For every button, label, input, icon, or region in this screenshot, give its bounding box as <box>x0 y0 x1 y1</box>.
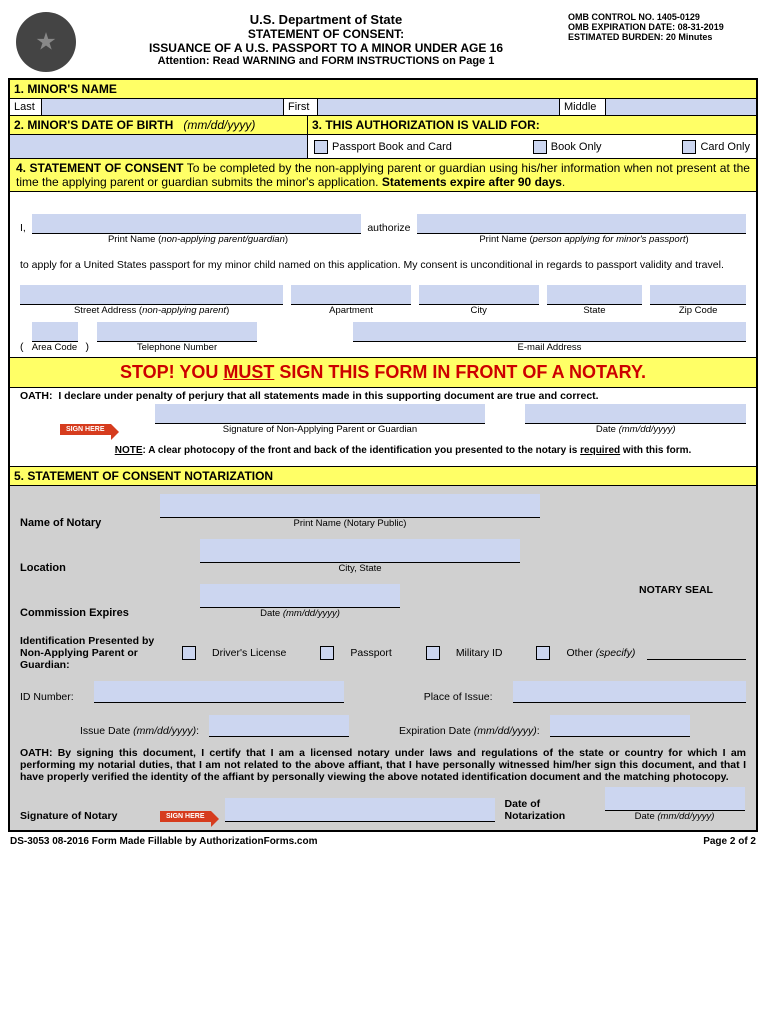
stop-banner: STOP! YOU MUST SIGN THIS FORM IN FRONT O… <box>10 357 756 388</box>
authorization-options: Passport Book and Card Book Only Card On… <box>308 135 756 159</box>
id-number-field[interactable] <box>94 681 344 703</box>
omb-control: OMB CONTROL NO. 1405-0129 <box>568 12 758 22</box>
section4-header: 4. STATEMENT OF CONSENT To be completed … <box>10 159 756 192</box>
date-notarization-label: Date of Notarization <box>505 798 595 822</box>
id-number-label: ID Number: <box>20 691 74 703</box>
id-presented-label: Identification Presented by Non-Applying… <box>20 635 170 671</box>
notary-signature-field[interactable] <box>225 798 495 822</box>
card-only-label: Card Only <box>700 141 750 153</box>
omb-expiration: OMB EXPIRATION DATE: 08-31-2019 <box>568 22 758 32</box>
card-only-checkbox[interactable] <box>682 140 696 154</box>
middle-label: Middle <box>560 99 606 116</box>
notary-seal-area: NOTARY SEAL <box>606 494 746 629</box>
exp-date-field[interactable] <box>550 715 690 737</box>
state-field[interactable] <box>547 285 643 305</box>
note-line: NOTE: A clear photocopy of the front and… <box>60 445 746 456</box>
military-checkbox[interactable] <box>426 646 440 660</box>
email-field[interactable] <box>353 322 746 342</box>
other-specify-field[interactable] <box>647 646 746 660</box>
other-checkbox[interactable] <box>536 646 550 660</box>
i-label: I, <box>20 222 26 234</box>
issue-date-field[interactable] <box>209 715 349 737</box>
sig-notary-label: Signature of Notary <box>20 810 150 822</box>
estimated-burden: ESTIMATED BURDEN: 20 Minutes <box>568 32 758 42</box>
header-title-block: U.S. Department of State STATEMENT OF CO… <box>84 8 568 67</box>
passport-checkbox[interactable] <box>320 646 334 660</box>
city-field[interactable] <box>419 285 539 305</box>
sign-here-arrow-icon: SIGN HERE <box>60 424 111 435</box>
form-body: 1. MINOR'S NAME Last First Middle 2. MIN… <box>8 78 758 832</box>
signature-field[interactable] <box>155 404 486 424</box>
dob-field[interactable] <box>10 135 308 159</box>
nonapplying-caption: Print Name (non-applying parent/guardian… <box>36 234 360 245</box>
book-and-card-checkbox[interactable] <box>314 140 328 154</box>
issue-date-label: Issue Date (mm/dd/yyyy): <box>80 725 199 737</box>
book-only-label: Book Only <box>551 141 602 153</box>
notary-name-label: Name of Notary <box>20 517 160 529</box>
omb-block: OMB CONTROL NO. 1405-0129 OMB EXPIRATION… <box>568 8 758 42</box>
street-field[interactable] <box>20 285 283 305</box>
commission-field[interactable] <box>200 584 400 608</box>
section4-body: I, authorize Print Name (non-applying pa… <box>10 192 756 357</box>
first-name-field[interactable] <box>318 99 560 116</box>
book-only-checkbox[interactable] <box>533 140 547 154</box>
form-id: DS-3053 08-2016 Form Made Fillable by Au… <box>10 836 318 847</box>
state-dept-seal-icon <box>16 12 76 72</box>
consent-paragraph: to apply for a United States passport fo… <box>20 259 746 271</box>
applying-name-field[interactable] <box>417 214 746 234</box>
section5-body: Name of Notary Print Name (Notary Public… <box>10 486 756 830</box>
location-field[interactable] <box>200 539 520 563</box>
form-subtitle: ISSUANCE OF A U.S. PASSPORT TO A MINOR U… <box>84 41 568 55</box>
dept-name: U.S. Department of State <box>84 12 568 27</box>
phone-field[interactable] <box>97 322 257 342</box>
book-and-card-label: Passport Book and Card <box>332 141 452 153</box>
nonapplying-name-field[interactable] <box>32 214 361 234</box>
zip-field[interactable] <box>650 285 746 305</box>
section5-header: 5. STATEMENT OF CONSENT NOTARIZATION <box>10 466 756 486</box>
page-footer: DS-3053 08-2016 Form Made Fillable by Au… <box>8 832 758 851</box>
place-issue-label: Place of Issue: <box>424 691 493 703</box>
section2-header: 2. MINOR'S DATE OF BIRTH (mm/dd/yyyy) <box>10 116 308 134</box>
exp-date-label: Expiration Date (mm/dd/yyyy): <box>399 725 540 737</box>
areacode-field[interactable] <box>32 322 78 342</box>
other-label: Other (specify) <box>566 647 635 659</box>
place-issue-field[interactable] <box>513 681 746 703</box>
apt-field[interactable] <box>291 285 411 305</box>
authorize-label: authorize <box>367 222 410 234</box>
location-label: Location <box>20 562 160 574</box>
dl-checkbox[interactable] <box>182 646 196 660</box>
first-label: First <box>284 99 318 116</box>
last-label: Last <box>10 99 42 116</box>
minor-name-row: Last First Middle <box>10 99 756 116</box>
oath-line: OATH: I declare under penalty of perjury… <box>10 388 756 404</box>
signature-date-field[interactable] <box>525 404 746 424</box>
commission-label: Commission Expires <box>20 607 160 619</box>
page-number: Page 2 of 2 <box>703 836 756 847</box>
notary-name-field[interactable] <box>160 494 540 518</box>
middle-name-field[interactable] <box>606 99 756 116</box>
section-2-3-header: 2. MINOR'S DATE OF BIRTH (mm/dd/yyyy) 3.… <box>10 116 756 135</box>
form-title: STATEMENT OF CONSENT: <box>84 27 568 41</box>
section1-header: 1. MINOR'S NAME <box>10 80 756 99</box>
attention-line: Attention: Read WARNING and FORM INSTRUC… <box>84 55 568 67</box>
sign-here-notary-icon: SIGN HERE <box>160 811 211 822</box>
section-2-3-row: Passport Book and Card Book Only Card On… <box>10 135 756 159</box>
form-header: U.S. Department of State STATEMENT OF CO… <box>8 8 758 76</box>
applying-caption: Print Name (person applying for minor's … <box>422 234 746 245</box>
notarization-date-field[interactable] <box>605 787 745 811</box>
notary-oath: OATH: By signing this document, I certif… <box>20 747 746 783</box>
section3-header: 3. THIS AUTHORIZATION IS VALID FOR: <box>308 116 756 134</box>
last-name-field[interactable] <box>42 99 284 116</box>
